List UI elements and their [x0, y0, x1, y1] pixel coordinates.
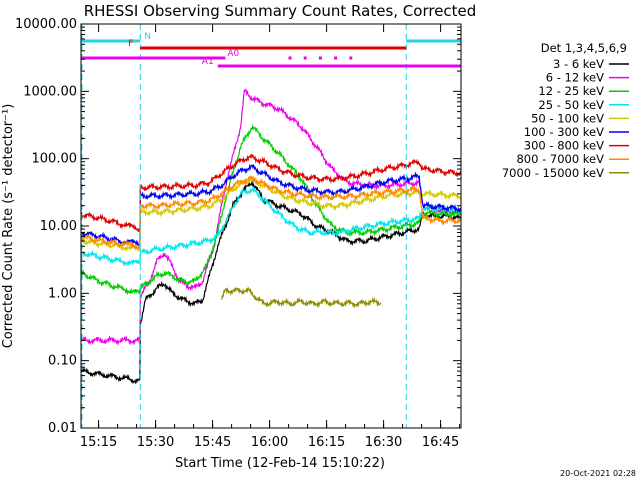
x-axis-label: Start Time (12-Feb-14 15:10:22) — [175, 456, 385, 471]
flag-label: F — [128, 39, 133, 49]
series-layer — [81, 88, 461, 385]
legend-label: 50 - 100 keV — [531, 111, 604, 125]
flag-dot — [334, 56, 338, 60]
legend-label: 800 - 7000 keV — [516, 152, 604, 166]
timestamp: 20-Oct-2021 02:28 — [560, 469, 636, 478]
flag-dot — [288, 56, 292, 60]
legend-label: 100 - 300 keV — [524, 125, 604, 139]
x-tick-label: 15:15 — [80, 435, 117, 450]
y-tick-label: 1000.00 — [23, 84, 77, 99]
y-tick-label: 10000.00 — [15, 17, 77, 32]
series-line — [221, 286, 382, 309]
series-line — [81, 179, 461, 385]
x-tick-label: 16:30 — [365, 435, 402, 450]
legend-label: 6 - 12 keV — [546, 71, 604, 85]
x-tick-label: 15:30 — [137, 435, 174, 450]
flag-dot — [318, 56, 322, 60]
chart-title: RHESSI Observing Summary Count Rates, Co… — [84, 2, 477, 20]
series-line — [81, 175, 461, 251]
flag-label: A1 — [202, 57, 214, 67]
series-line — [81, 176, 461, 252]
legend-label: 12 - 25 keV — [538, 84, 604, 98]
y-tick-label: 1.00 — [48, 286, 77, 301]
series-line — [81, 153, 461, 233]
flag-dot — [349, 56, 353, 60]
legend-title: Det 1,3,4,5,6,9 — [541, 41, 627, 55]
legend-label: 7000 - 15000 keV — [502, 166, 604, 180]
x-tick-label: 16:15 — [308, 435, 345, 450]
y-axis: 0.01 0.10 1.00 10.00 100.00 1000.00 10000.00 — [15, 17, 461, 436]
x-axis: 15:15 15:30 15:45 16:00 16:15 16:30 16:45 — [80, 24, 461, 450]
flag-label: A0 — [227, 49, 239, 59]
series-line — [81, 163, 461, 247]
legend-label: 3 - 6 keV — [553, 57, 604, 71]
series-line — [81, 123, 461, 296]
legend-label: 25 - 50 keV — [538, 98, 604, 112]
y-tick-label: 0.10 — [48, 354, 77, 369]
flag-dot — [303, 56, 307, 60]
y-tick-label: 100.00 — [32, 152, 78, 167]
series-line — [81, 187, 461, 267]
y-axis-label: Corrected Count Rate (s⁻¹ detector⁻¹) — [1, 104, 16, 349]
x-tick-label: 15:45 — [194, 435, 231, 450]
legend-label: 300 - 800 keV — [524, 139, 604, 153]
series-line — [81, 88, 461, 347]
y-tick-label: 0.01 — [48, 421, 77, 436]
flag-label: N — [144, 32, 151, 42]
x-tick-label: 16:45 — [422, 435, 459, 450]
y-tick-label: 10.00 — [40, 219, 77, 234]
flag-layer: N F A0 A1 — [81, 32, 461, 68]
x-tick-label: 16:00 — [251, 435, 288, 450]
